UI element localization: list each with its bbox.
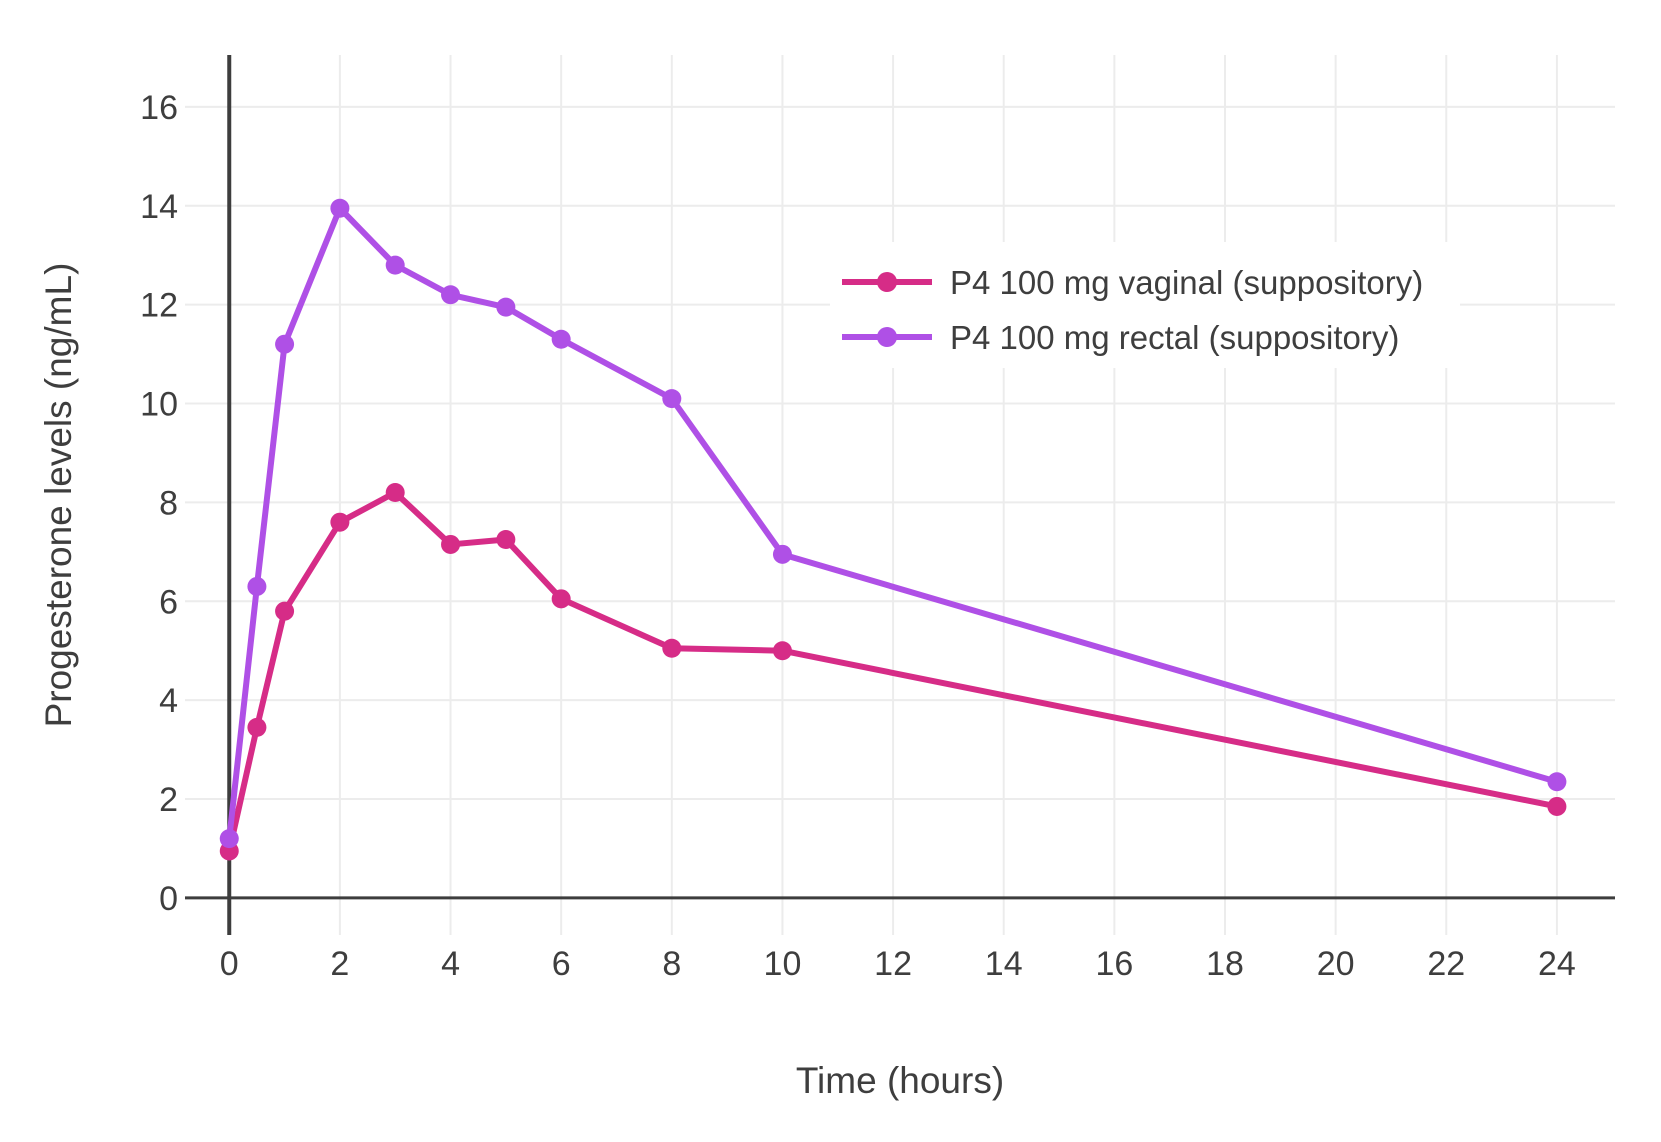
x-tick-label: 8 bbox=[662, 945, 681, 983]
legend-item-rectal[interactable]: P4 100 mg rectal (suppository) bbox=[842, 319, 1399, 356]
x-tick-label: 16 bbox=[1095, 945, 1133, 983]
legend: P4 100 mg vaginal (suppository) P4 100 m… bbox=[830, 242, 1460, 368]
y-tick-label: 12 bbox=[140, 287, 178, 325]
y-axis-title: Progesterone levels (ng/mL) bbox=[38, 263, 79, 728]
data-point[interactable] bbox=[1547, 796, 1567, 816]
data-point[interactable] bbox=[662, 389, 682, 409]
data-point[interactable] bbox=[441, 285, 461, 305]
data-point[interactable] bbox=[772, 641, 792, 661]
data-point[interactable] bbox=[219, 829, 239, 849]
legend-label: P4 100 mg vaginal (suppository) bbox=[950, 264, 1423, 301]
y-tick-label: 10 bbox=[140, 386, 178, 424]
series-layer bbox=[219, 198, 1567, 861]
data-point[interactable] bbox=[1547, 772, 1567, 792]
data-point[interactable] bbox=[330, 198, 350, 218]
legend-marker bbox=[877, 272, 897, 292]
y-tick-label: 4 bbox=[159, 682, 178, 720]
data-point[interactable] bbox=[496, 529, 516, 549]
x-tick-label: 6 bbox=[552, 945, 571, 983]
data-point[interactable] bbox=[441, 534, 461, 554]
y-tick-label: 0 bbox=[159, 880, 178, 918]
data-point[interactable] bbox=[551, 329, 571, 349]
y-tick-label: 14 bbox=[140, 188, 178, 226]
x-tick-label: 4 bbox=[441, 945, 460, 983]
y-tick-label: 6 bbox=[159, 583, 178, 621]
x-tick-label: 0 bbox=[220, 945, 239, 983]
x-tick-label: 10 bbox=[764, 945, 802, 983]
y-tick-label: 8 bbox=[159, 484, 178, 522]
legend-label: P4 100 mg rectal (suppository) bbox=[950, 319, 1399, 356]
x-tick-label: 24 bbox=[1538, 945, 1576, 983]
x-tick-label: 22 bbox=[1427, 945, 1465, 983]
data-point[interactable] bbox=[330, 512, 350, 532]
x-tick-label: 12 bbox=[874, 945, 912, 983]
data-point[interactable] bbox=[772, 544, 792, 564]
x-tick-label: 20 bbox=[1317, 945, 1355, 983]
y-tick-label: 2 bbox=[159, 781, 178, 819]
legend-marker bbox=[877, 327, 897, 347]
legend-background bbox=[830, 242, 1460, 368]
data-point[interactable] bbox=[496, 297, 516, 317]
x-axis-title: Time (hours) bbox=[796, 1060, 1004, 1101]
x-tick-label: 18 bbox=[1206, 945, 1244, 983]
y-tick-label: 16 bbox=[140, 89, 178, 127]
data-point[interactable] bbox=[385, 255, 405, 275]
x-tick-label: 14 bbox=[985, 945, 1023, 983]
data-point[interactable] bbox=[247, 717, 267, 737]
legend-item-vaginal[interactable]: P4 100 mg vaginal (suppository) bbox=[842, 264, 1423, 301]
data-point[interactable] bbox=[275, 601, 295, 621]
data-point[interactable] bbox=[275, 334, 295, 354]
data-point[interactable] bbox=[385, 483, 405, 503]
x-tick-label: 2 bbox=[330, 945, 349, 983]
data-point[interactable] bbox=[551, 589, 571, 609]
axis-layer bbox=[185, 55, 1615, 935]
data-point[interactable] bbox=[662, 638, 682, 658]
data-point[interactable] bbox=[247, 576, 267, 596]
